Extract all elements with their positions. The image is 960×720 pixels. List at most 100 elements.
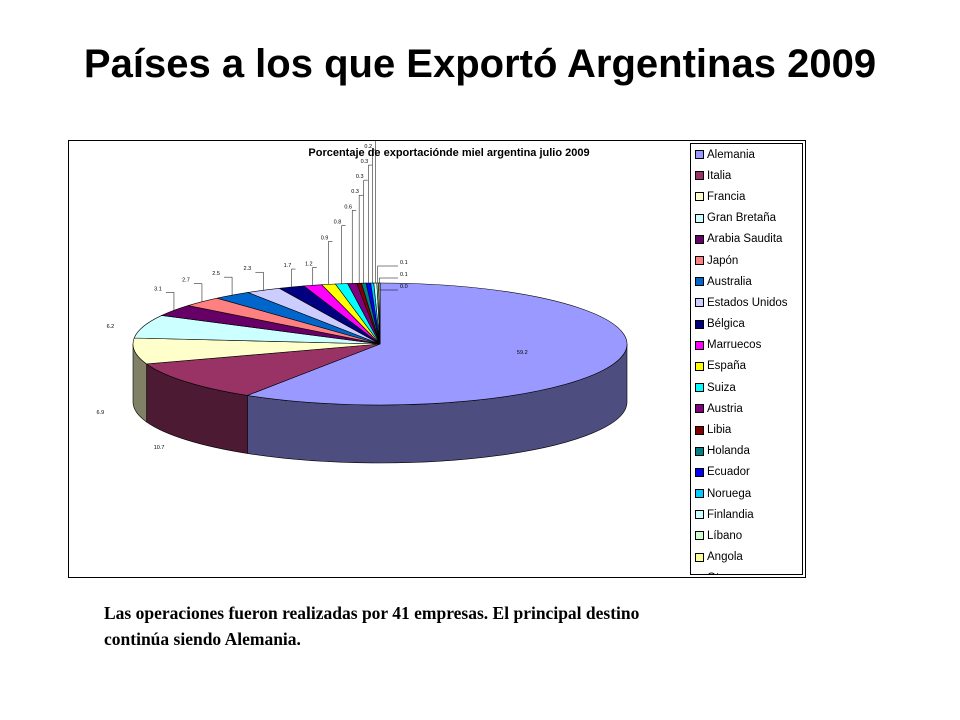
legend-label: Italia (707, 169, 732, 182)
legend-label: Suiza (707, 381, 736, 394)
data-label-austria: 0.6 (344, 204, 352, 210)
legend-swatch (695, 552, 704, 562)
data-label-japón: 2.7 (182, 278, 190, 284)
chart-frame: 59.2 10.7 6.9 6.2 3.1 2.7 2.5 2.3 1.7 1.2 0.9 0.8 0.… (68, 140, 806, 578)
leader-line-japón (193, 283, 203, 302)
leader-line-bélgica (291, 268, 296, 288)
data-label-holanda: 0.3 (356, 174, 364, 180)
leader-line-holanda (363, 179, 368, 284)
legend-label: Estados Unidos (707, 296, 788, 309)
legend-swatch (695, 150, 704, 160)
legend-item-alemania: Alemania (691, 144, 802, 165)
pie-slice-francia (132, 337, 381, 365)
data-label-suiza: 0.8 (334, 220, 342, 226)
data-label-gran-bretaña: 6.2 (107, 324, 115, 330)
data-label-marruecos: 1.2 (305, 261, 313, 267)
legend-swatch (695, 531, 704, 541)
legend-item-finlandia: Finlandia (691, 504, 802, 525)
legend-label: Australia (707, 275, 752, 288)
slide-title: Países a los que Exportó Argentinas 2009 (0, 38, 960, 90)
legend-swatch (695, 446, 704, 456)
legend-item-españa: España (691, 356, 802, 377)
legend-label: Austria (707, 402, 743, 415)
data-label-alemania: 59.2 (517, 350, 528, 356)
legend-item-gran-bretaña: Gran Bretaña (691, 208, 802, 229)
chart-title: Porcentaje de exportaciónde miel argenti… (308, 147, 590, 159)
leader-line-estados-unidos (255, 271, 264, 291)
leader-line-suiza (341, 225, 346, 284)
leader-line-finlandia (375, 141, 376, 284)
legend-item-arabia-saudita: Arabia Saudita (691, 229, 802, 250)
legend-item-marruecos: Marruecos (691, 335, 802, 356)
legend-label: Marruecos (707, 339, 762, 352)
legend-item-italia: Italia (691, 165, 802, 186)
legend-swatch (695, 234, 704, 244)
legend-item-francia: Francia (691, 186, 802, 207)
legend-swatch (695, 192, 704, 202)
data-label-francia: 6.9 (97, 410, 105, 416)
legend-item-noruega: Noruega (691, 483, 802, 504)
leader-line-líbano (377, 265, 398, 284)
leader-line-arabia-saudita (165, 292, 175, 311)
legend-swatch (695, 383, 704, 393)
legend-swatch (695, 171, 704, 181)
legend-label: Alemania (707, 148, 755, 161)
legend-swatch (695, 573, 704, 574)
legend-swatch (695, 319, 704, 329)
leader-line-austria (351, 210, 357, 284)
caption-line-1: Las operaciones fueron realizadas por 41… (104, 603, 640, 623)
legend-label: Japón (707, 254, 739, 267)
legend-label: España (707, 360, 747, 373)
legend-label: Bélgica (707, 318, 745, 331)
data-label-otros: 0.0 (400, 284, 408, 290)
legend-swatch (695, 340, 704, 350)
legend-swatch (695, 467, 704, 477)
legend-item-ecuador: Ecuador (691, 462, 802, 483)
legend-item-japón: Japón (691, 250, 802, 271)
legend-label: Francia (707, 190, 746, 203)
legend-label: Ecuador (707, 466, 750, 479)
leader-line-noruega (372, 149, 377, 284)
leader-line-angola (378, 277, 398, 284)
pie-chart: 59.2 10.7 6.9 6.2 3.1 2.7 2.5 2.3 1.7 1.2 0.9 0.8 0.… (97, 141, 628, 464)
caption-line-2: continúa siendo Alemania. (104, 629, 301, 649)
legend-item-otros: Otros (691, 568, 802, 574)
legend-item-holanda: Holanda (691, 441, 802, 462)
legend-swatch (695, 510, 704, 520)
legend-item-estados-unidos: Estados Unidos (691, 292, 802, 313)
data-label-líbano: 0.1 (400, 260, 408, 266)
legend-item-libia: Libia (691, 419, 802, 440)
chart-legend: Alemania Italia Francia Gran Bretaña Arabia … (690, 143, 803, 575)
data-label-estados-unidos: 2.3 (244, 266, 252, 272)
leader-line-marruecos (312, 267, 317, 286)
caption: Las operaciones fueron realizadas por 41… (104, 600, 864, 652)
leader-line-australia (224, 276, 233, 296)
legend-label: Gran Bretaña (707, 212, 777, 225)
leader-line-otros (379, 283, 398, 291)
data-label-ecuador: 0.3 (361, 159, 369, 165)
legend-label: Libia (707, 424, 732, 437)
legend-item-suiza: Suiza (691, 377, 802, 398)
legend-swatch (695, 361, 704, 371)
legend-swatch (695, 425, 704, 435)
legend-item-bélgica: Bélgica (691, 314, 802, 335)
data-label-libia: 0.3 (351, 189, 359, 195)
leader-line-libia (358, 194, 364, 284)
data-label-italia: 10.7 (154, 445, 165, 451)
legend-item-australia: Australia (691, 271, 802, 292)
legend-swatch (695, 404, 704, 414)
data-label-arabia-saudita: 3.1 (154, 286, 162, 292)
pie-slice-alemania (246, 282, 628, 406)
pie-slice-italia (145, 343, 381, 396)
data-label-españa: 0.9 (321, 235, 329, 241)
data-label-noruega: 0.2 (364, 144, 372, 150)
legend-label: Otros (707, 572, 735, 574)
legend-label: Angola (707, 551, 743, 564)
legend-swatch (695, 277, 704, 287)
legend-item-angola: Angola (691, 547, 802, 568)
data-label-bélgica: 1.7 (284, 263, 292, 269)
legend-label: Noruega (707, 487, 752, 500)
legend-label: Holanda (707, 445, 750, 458)
legend-item-líbano: Líbano (691, 525, 802, 546)
legend-label: Líbano (707, 529, 743, 542)
